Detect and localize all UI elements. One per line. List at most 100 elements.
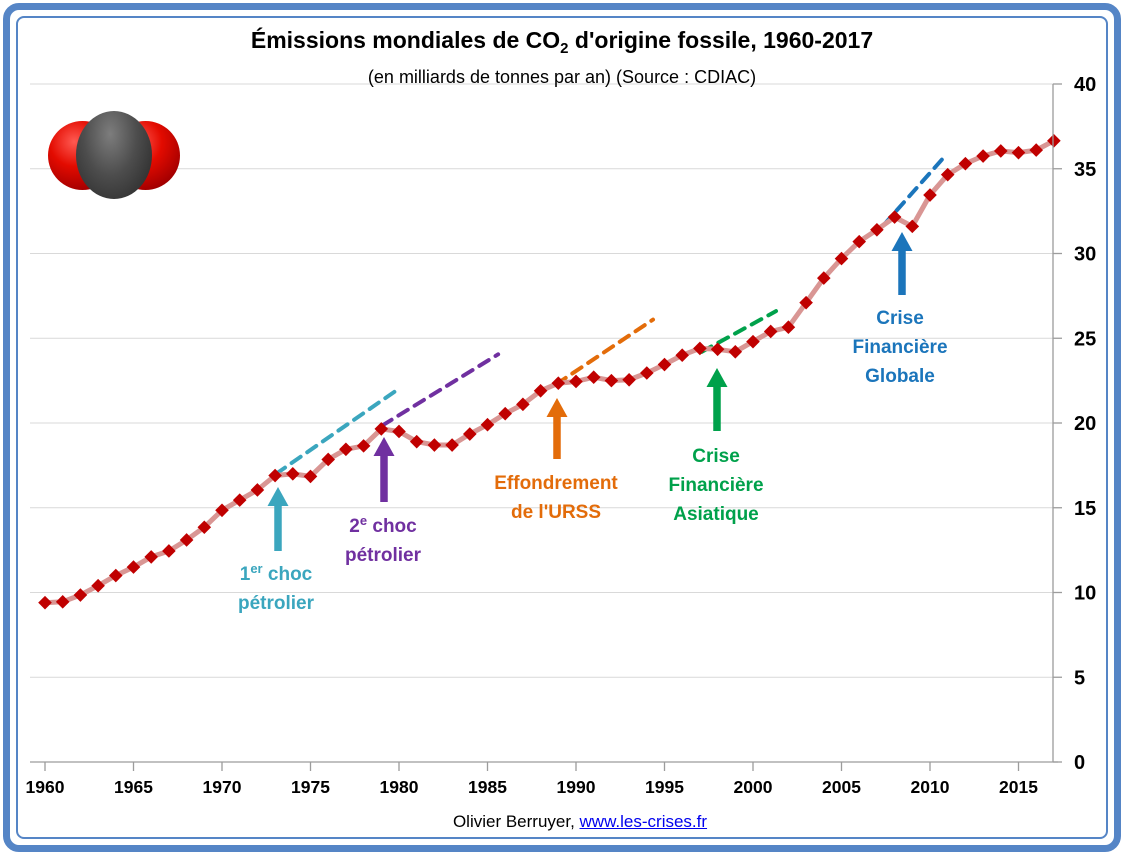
carbon-atom-icon — [76, 111, 152, 199]
data-point-2008 — [887, 210, 902, 224]
data-point-1970 — [215, 503, 229, 518]
annotation-label: Effondrement — [494, 473, 618, 494]
data-point-2017 — [1047, 133, 1061, 148]
annotation-crise-financiere-asiatique: Crise Financière Asiatique — [668, 368, 764, 525]
data-point-1992 — [604, 373, 619, 388]
x-tick-label: 1985 — [468, 777, 507, 797]
data-point-1996 — [675, 348, 689, 362]
data-point-1999 — [728, 345, 743, 359]
data-point-1994 — [640, 366, 654, 380]
annotation-label: Asiatique — [673, 504, 759, 525]
data-point-1984 — [463, 427, 477, 441]
data-point-1987 — [516, 397, 530, 412]
annotation-label: Crise — [692, 446, 740, 467]
x-tick-label: 2015 — [999, 777, 1038, 797]
chart-footer: Olivier Berruyer, www.les-crises.fr — [0, 812, 1124, 832]
x-tick-label: 2010 — [911, 777, 950, 797]
x-tick-label: 2000 — [734, 777, 773, 797]
annotation-deuxieme-choc-petrolier: 2e choc pétrolier — [345, 437, 422, 566]
x-tick-label: 1995 — [645, 777, 684, 797]
chart-header: Émissions mondiales de CO2 d'origine fos… — [0, 26, 1124, 89]
trend-lines — [273, 154, 948, 476]
y-tick-label: 40 — [1074, 74, 1096, 96]
annotation-effondrement-urss: Effondrement de l'URSS — [494, 398, 618, 523]
data-point-2009 — [905, 219, 920, 234]
data-point-1988 — [533, 383, 548, 398]
gridlines — [30, 83, 1053, 678]
data-point-1997 — [693, 341, 707, 356]
data-point-1965 — [126, 560, 141, 574]
axes: 0 5 10 15 20 25 30 35 40 1960 1965 1970 1975 1980 1985… — [26, 74, 1097, 797]
data-point-1981 — [409, 434, 424, 449]
annotation-label: pétrolier — [238, 593, 315, 614]
title-text-post: d'origine fossile, 1960-2017 — [568, 27, 874, 53]
data-point-1980 — [392, 424, 406, 439]
les-crises-link[interactable]: www.les-crises.fr — [579, 812, 708, 831]
data-point-1985 — [480, 417, 495, 432]
annotation-label: Crise — [876, 308, 924, 329]
data-point-1982 — [427, 438, 442, 452]
data-point-1983 — [445, 438, 459, 452]
page-title: Émissions mondiales de CO2 d'origine fos… — [0, 26, 1124, 63]
data-point-2007 — [870, 222, 884, 237]
data-point-1990 — [569, 374, 583, 389]
data-point-1969 — [197, 520, 212, 535]
data-point-1975 — [303, 469, 318, 484]
data-point-1978 — [356, 439, 371, 453]
x-tick-label: 1970 — [203, 777, 242, 797]
y-tick-label: 5 — [1074, 667, 1085, 689]
annotation-arrow-head — [267, 487, 289, 506]
data-point-1971 — [232, 493, 247, 507]
data-point-1989 — [551, 376, 566, 390]
emissions-line — [42, 138, 1057, 606]
data-point-2004 — [817, 271, 831, 285]
tendance-asiatique — [699, 309, 779, 354]
data-point-2011 — [940, 167, 955, 182]
data-point-1961 — [55, 595, 70, 609]
credit-text: Olivier Berruyer, — [452, 812, 580, 831]
title-text-pre: Émissions mondiales de CO — [250, 27, 561, 53]
data-point-2010 — [923, 188, 937, 202]
annotation-label: Globale — [865, 366, 935, 387]
data-point-2003 — [799, 295, 813, 310]
data-point-1974 — [286, 467, 300, 481]
data-point-1998 — [710, 342, 725, 357]
data-point-1973 — [268, 468, 282, 483]
annotation-crise-financiere-globale: Crise Financière Globale — [852, 232, 948, 387]
data-point-2013 — [976, 149, 990, 163]
data-point-1964 — [109, 568, 123, 583]
data-point-1967 — [162, 544, 176, 558]
x-tick-label: 1960 — [26, 777, 65, 797]
data-point-2012 — [958, 156, 973, 171]
annotation-premier-choc-petrolier: 1er choc pétrolier — [238, 487, 315, 614]
data-point-1993 — [622, 372, 636, 387]
data-point-1995 — [657, 357, 672, 372]
x-tick-label: 1990 — [557, 777, 596, 797]
data-point-1991 — [586, 370, 601, 385]
x-tick-label: 2005 — [822, 777, 861, 797]
y-tick-label: 10 — [1074, 583, 1096, 605]
data-point-1968 — [179, 533, 194, 547]
data-points — [38, 133, 1061, 610]
data-point-1963 — [91, 578, 105, 593]
data-point-1977 — [339, 442, 353, 457]
tendance-2e-choc — [380, 352, 501, 428]
annotation-arrow-head — [373, 437, 395, 456]
data-point-1979 — [374, 422, 389, 436]
data-point-2001 — [763, 324, 778, 339]
data-point-1986 — [498, 406, 512, 421]
x-tick-label: 1965 — [114, 777, 153, 797]
title-subscript: 2 — [560, 40, 569, 57]
y-tick-label: 15 — [1074, 498, 1096, 520]
annotation-arrow-head — [891, 232, 913, 251]
annotation-label: Financière — [668, 475, 763, 496]
annotation-label: pétrolier — [345, 545, 422, 566]
data-point-1976 — [321, 452, 335, 467]
tendance-urss — [554, 317, 655, 387]
chart-subtitle: (en milliards de tonnes par an) (Source … — [367, 67, 757, 87]
data-point-2000 — [746, 334, 760, 349]
data-point-2014 — [994, 144, 1008, 158]
y-tick-label: 30 — [1074, 244, 1096, 266]
